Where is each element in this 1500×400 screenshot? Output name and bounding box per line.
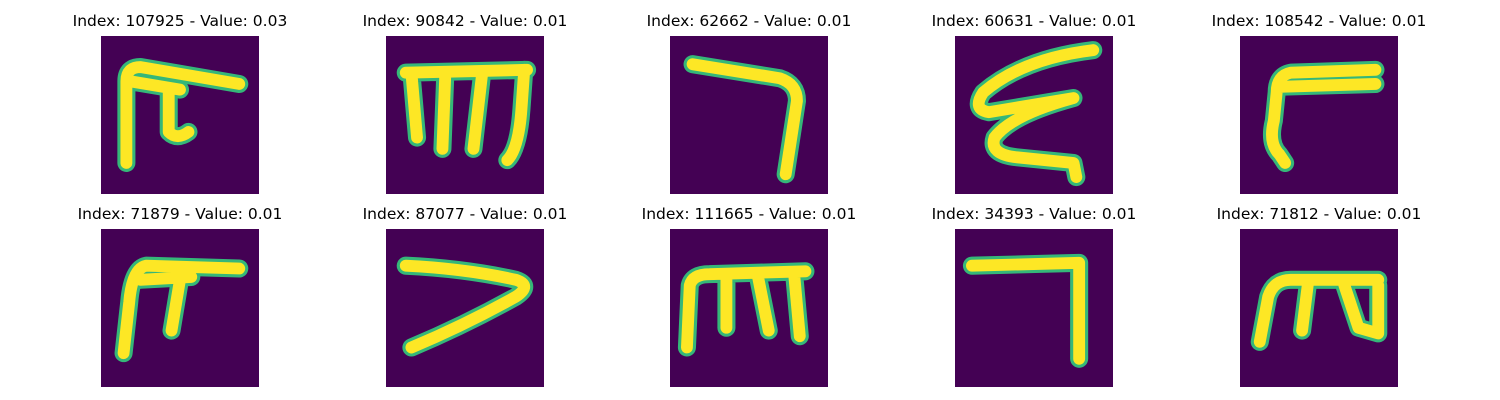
handwritten-glyph-zigzag-icon	[955, 36, 1113, 194]
panel-title: Index: 90842 - Value: 0.01	[362, 12, 568, 30]
handwritten-glyph-f-like-icon	[101, 36, 259, 194]
panel-0: Index: 107925 - Value: 0.03	[60, 12, 300, 194]
handwritten-glyph-7-like-icon	[670, 36, 828, 194]
handwritten-glyph-7-like-icon	[955, 229, 1113, 387]
panel-5: Index: 71879 - Value: 0.01	[60, 205, 300, 387]
panel-8: Index: 34393 - Value: 0.01	[914, 205, 1154, 387]
handwritten-glyph-f-like-icon	[101, 229, 259, 387]
panel-title: Index: 108542 - Value: 0.01	[1211, 12, 1427, 30]
panel-title: Index: 87077 - Value: 0.01	[362, 205, 568, 223]
panel-title: Index: 111665 - Value: 0.01	[641, 205, 857, 223]
panel-2: Index: 62662 - Value: 0.01	[629, 12, 869, 194]
panel-4: Index: 108542 - Value: 0.01	[1199, 12, 1439, 194]
panel-6: Index: 87077 - Value: 0.01	[345, 205, 585, 387]
panel-title: Index: 71879 - Value: 0.01	[77, 205, 283, 223]
panel-1: Index: 90842 - Value: 0.01	[345, 12, 585, 194]
panel-title: Index: 62662 - Value: 0.01	[646, 12, 852, 30]
panel-9: Index: 71812 - Value: 0.01	[1199, 205, 1439, 387]
handwritten-glyph-m-like-icon	[670, 229, 828, 387]
panel-7: Index: 111665 - Value: 0.01	[629, 205, 869, 387]
panel-title: Index: 60631 - Value: 0.01	[931, 12, 1137, 30]
panel-3: Index: 60631 - Value: 0.01	[914, 12, 1154, 194]
handwritten-glyph-r-like-icon	[1240, 36, 1398, 194]
handwritten-glyph-m-like-icon	[1240, 229, 1398, 387]
panel-title: Index: 107925 - Value: 0.03	[72, 12, 288, 30]
handwritten-glyph-m-like-icon	[386, 36, 544, 194]
panel-title: Index: 34393 - Value: 0.01	[931, 205, 1137, 223]
handwritten-glyph-angle-icon	[386, 229, 544, 387]
panel-title: Index: 71812 - Value: 0.01	[1216, 205, 1422, 223]
